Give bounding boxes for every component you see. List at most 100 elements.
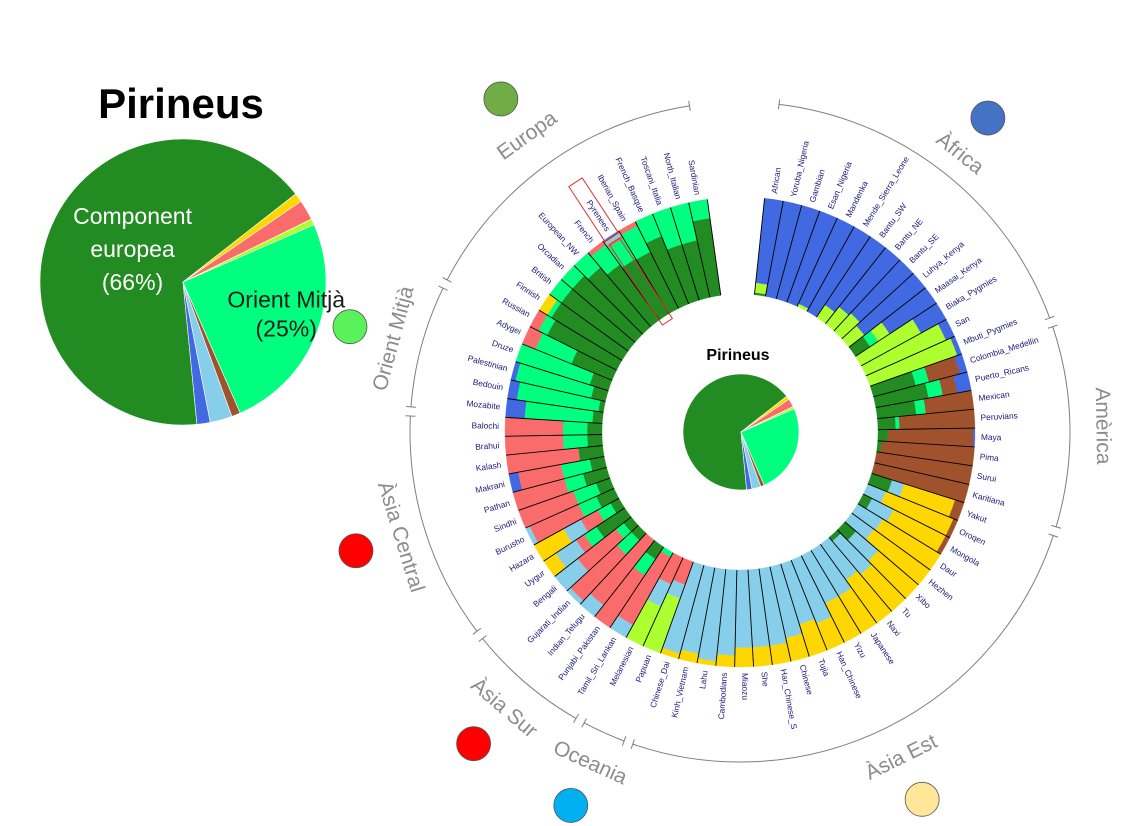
bar-separator (810, 550, 862, 634)
bar-she (747, 568, 773, 667)
region-label-oceania: Oceania (550, 736, 631, 789)
left-pie-label-orient-mitj-line0: Orient Mitjà (227, 286, 345, 312)
bar-separator (678, 565, 705, 659)
region-arc-oceania (583, 722, 625, 742)
left-pie-label-component-europea-line1: europea (90, 236, 175, 262)
bar-maya-green (877, 429, 888, 442)
pop-label-pima: Pima (979, 451, 999, 463)
bar-separator (796, 217, 838, 307)
pop-label-maya: Maya (981, 432, 1002, 442)
pop-label-finnish: Finnish (514, 279, 542, 302)
center-pie-slices (682, 373, 800, 491)
pirineus-pie-chart: Pirineus Component europea (66%) Orient Mit… (39, 80, 345, 426)
bar-north-italian (669, 202, 711, 301)
bar-separator (790, 559, 828, 651)
region-arc-frica (779, 103, 1051, 319)
bar-separator (758, 568, 773, 665)
pop-label-daur: Daur (938, 561, 959, 579)
bar-separator (507, 398, 604, 413)
bar-yakut (867, 473, 965, 521)
region-arc-tick (1048, 533, 1059, 538)
bar-papuan (642, 557, 694, 654)
bar-naxi (820, 537, 893, 624)
bar-japanese (810, 543, 878, 634)
bar-separator (816, 236, 871, 318)
bar-separator (505, 434, 603, 437)
circular-admixture-bars (504, 198, 976, 668)
bar-separator (855, 302, 937, 357)
pop-label-puerto-ricans: Puerto_Ricans (974, 362, 1030, 384)
pop-label-sindhi: Sindhi (492, 516, 517, 534)
bar-separator (877, 408, 974, 420)
bar-separator (841, 272, 914, 340)
bar-luhya-kenya (841, 272, 926, 348)
bar-separator (865, 335, 955, 377)
pop-label-adygei: Adygei (495, 317, 523, 337)
bar-brahui (504, 434, 603, 456)
bar-makrani (508, 456, 607, 493)
region-arc-tick (1051, 524, 1062, 529)
region-color-dots (332, 81, 1006, 823)
bar-separator (510, 379, 606, 402)
pop-label-bedouin: Bedouin (472, 377, 504, 392)
bar-separator (874, 462, 970, 485)
left-pie-slice-orient-mitj (182, 224, 327, 414)
bar-separator (870, 353, 962, 387)
bar-separator (851, 512, 931, 571)
bar-separator (871, 473, 965, 504)
bar-separator (669, 207, 700, 301)
bar-separator (505, 416, 603, 424)
pop-label-xibo: Xibo (914, 592, 933, 611)
region-arc-tick (472, 627, 482, 635)
pop-label-pathan: Pathan (483, 498, 512, 515)
pop-label-san: San (953, 313, 971, 329)
region-dot-sia-est (904, 781, 940, 817)
pop-label-cambodians: Cambodians (716, 672, 729, 720)
pop-label-british: British (530, 264, 555, 286)
bar-separator (625, 552, 674, 638)
bar-separator (579, 532, 647, 605)
left-pie-label-orient-mitj-line1: (25%) (256, 315, 317, 341)
pop-label-balochi: Balochi (472, 420, 500, 431)
bar-separator (833, 259, 901, 332)
bar-separator (848, 287, 926, 348)
bar-separator (538, 309, 623, 361)
pop-label-kinh-vietnam: Kinh_Vietnam (669, 666, 690, 719)
region-arc-europa (446, 105, 690, 281)
bar-separator (642, 557, 684, 647)
bar-mexican (875, 389, 975, 419)
center-pie-chart: Pirineus (682, 347, 800, 491)
bar-african-lime (754, 283, 768, 295)
region-arc-tick (581, 718, 587, 728)
bar-separator (753, 198, 766, 295)
pop-label-papuan: Papuan (633, 653, 653, 684)
pop-label-yizu: Yizu (852, 641, 869, 660)
center-pie-slice-component-europea (682, 373, 788, 491)
region-dot-sia-sur (456, 726, 492, 762)
bar-separator (844, 521, 919, 586)
region-label-am-rica: Amèrica (1091, 387, 1115, 465)
pop-label-yakut: Yakut (965, 508, 989, 525)
bar-separator (560, 279, 636, 343)
region-arc-sia-sur (482, 638, 577, 719)
bar-balochi (504, 417, 603, 437)
bar-separator-end (706, 199, 722, 296)
region-arc-orient-mitj (410, 287, 444, 407)
center-pie-slice-7 (740, 395, 790, 433)
bar-miaozu-gold (734, 647, 754, 668)
bar-separator (696, 567, 716, 664)
pop-label-kalash: Kalash (475, 460, 502, 473)
bar-separator (634, 221, 679, 309)
bar-mbuti-pygmies (865, 335, 962, 387)
left-pie-label-component-europea-line2: (66%) (102, 269, 163, 295)
pyrenees-highlight-box (568, 177, 620, 243)
bar-separator (660, 561, 694, 654)
region-dot-oceania (553, 788, 589, 823)
bar-separator (786, 210, 821, 303)
pyrenees-bar-highlight (608, 237, 674, 326)
bar-separator (594, 540, 655, 617)
bar-separator (508, 456, 605, 475)
bar-french (587, 240, 660, 328)
bar-kinh-vietnam (678, 565, 716, 664)
bar-colombia-medellin (869, 353, 968, 397)
